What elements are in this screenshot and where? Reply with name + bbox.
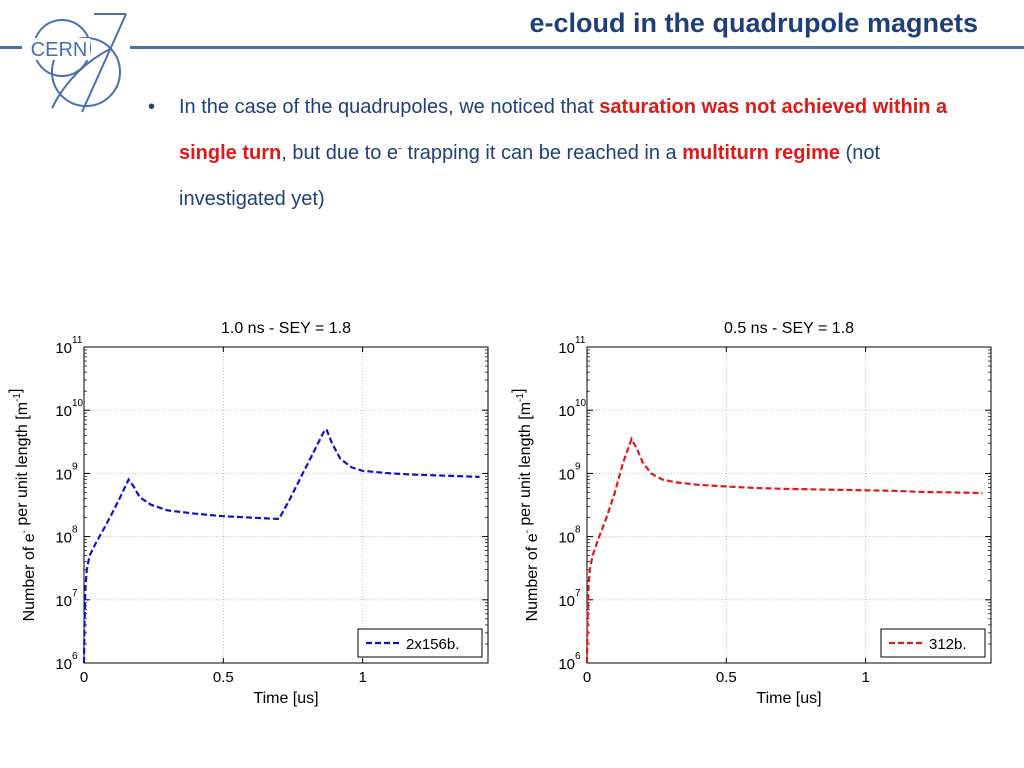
header-rule-left bbox=[0, 46, 22, 49]
y-tick-exponent: 11 bbox=[575, 335, 586, 346]
cern-logo: CERN bbox=[28, 13, 127, 113]
y-tick-exponent: 8 bbox=[575, 525, 581, 536]
x-tick-label: 0.5 bbox=[716, 669, 737, 686]
header-rule-right bbox=[130, 46, 1024, 49]
y-tick-exponent: 9 bbox=[72, 461, 78, 472]
bullet-text-part4: (not investigated yet) bbox=[179, 142, 881, 210]
x-tick-label: 1 bbox=[358, 669, 366, 686]
y-axis-label-part: per unit length [m bbox=[14, 402, 31, 530]
y-tick-label: 10 bbox=[55, 593, 72, 610]
y-tick-label: 10 bbox=[55, 530, 72, 547]
y-tick-exponent: 6 bbox=[72, 651, 78, 662]
y-axis-label-superscript: - bbox=[522, 530, 533, 533]
y-axis-label-part: Number of e bbox=[524, 533, 541, 621]
chart-title: 0.5 ns - SEY = 1.8 bbox=[724, 320, 854, 337]
y-axis-label-part: per unit length [m bbox=[517, 402, 534, 530]
bullet-text: In the case of the quadrupoles, we notic… bbox=[179, 84, 988, 222]
y-axis-label: Number of e- per unit length [m-1] bbox=[510, 389, 541, 622]
plot-frame bbox=[586, 346, 992, 664]
bullet-highlight-saturation: saturation was not achieved within a sin… bbox=[179, 96, 948, 164]
y-tick-exponent: 10 bbox=[72, 398, 84, 409]
y-axis-label-part: Number of e bbox=[21, 533, 38, 621]
y-axis-label-superscript: - bbox=[19, 530, 30, 533]
y-tick-label: 10 bbox=[558, 593, 575, 610]
x-axis-label: Time [us] bbox=[253, 690, 318, 707]
bullet-marker: • bbox=[148, 96, 156, 118]
x-tick-label: 1 bbox=[861, 669, 869, 686]
legend-box bbox=[880, 628, 986, 658]
x-tick-label: 0 bbox=[583, 669, 591, 686]
y-axis-label-part: ] bbox=[7, 389, 24, 393]
y-tick-label: 10 bbox=[55, 403, 72, 420]
bullet-text-part2: , but due to e bbox=[281, 142, 398, 164]
x-axis-label: Time [us] bbox=[756, 690, 821, 707]
y-tick-exponent: 7 bbox=[72, 588, 78, 599]
y-tick-exponent: 6 bbox=[575, 651, 581, 662]
legend-box bbox=[357, 628, 483, 658]
legend-label: 312b. bbox=[929, 636, 967, 653]
bullet-highlight-multiturn: multiturn regime bbox=[682, 142, 840, 164]
y-tick-label: 10 bbox=[558, 656, 575, 673]
bullet-text-part1: In the case of the quadrupoles, we notic… bbox=[179, 96, 600, 118]
x-tick-label: 0.5 bbox=[213, 669, 234, 686]
y-tick-label: 10 bbox=[558, 530, 575, 547]
y-axis-label-part: ] bbox=[510, 389, 527, 393]
x-tick-label: 0 bbox=[80, 669, 88, 686]
y-axis-label-superscript: -1 bbox=[12, 393, 23, 402]
chart-title: 1.0 ns - SEY = 1.8 bbox=[221, 320, 351, 337]
y-tick-label: 10 bbox=[55, 466, 72, 483]
page-title: e-cloud in the quadrupole magnets bbox=[529, 8, 978, 38]
plot-frame bbox=[83, 346, 489, 664]
y-tick-label: 10 bbox=[558, 340, 575, 357]
y-tick-exponent: 10 bbox=[575, 398, 587, 409]
series-line-312b. bbox=[585, 436, 983, 664]
bullet-point: • In the case of the quadrupoles, we not… bbox=[148, 84, 988, 222]
y-tick-label: 10 bbox=[558, 403, 575, 420]
y-tick-exponent: 8 bbox=[72, 525, 78, 536]
bullet-superscript: - bbox=[398, 140, 402, 155]
y-tick-exponent: 9 bbox=[575, 461, 581, 472]
legend-label: 2x156b. bbox=[406, 636, 459, 653]
y-axis-label-superscript: -1 bbox=[515, 393, 526, 402]
y-tick-label: 10 bbox=[558, 466, 575, 483]
series-line-2x156b. bbox=[82, 427, 480, 664]
y-axis-label: Number of e- per unit length [m-1] bbox=[7, 389, 38, 622]
bullet-text-part3: trapping it can be reached in a bbox=[402, 142, 683, 164]
y-tick-label: 10 bbox=[55, 340, 72, 357]
logo-text: CERN bbox=[31, 39, 88, 61]
y-tick-exponent: 11 bbox=[72, 335, 83, 346]
y-tick-label: 10 bbox=[55, 656, 72, 673]
y-tick-exponent: 7 bbox=[575, 588, 581, 599]
